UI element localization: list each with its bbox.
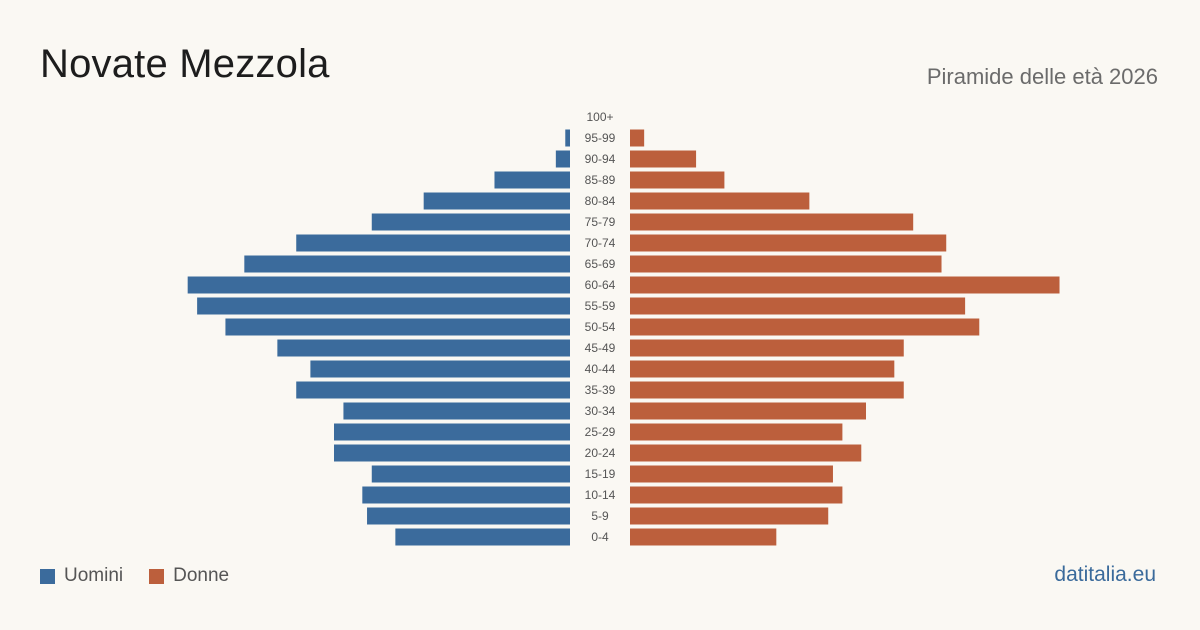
- bar-men-5-9: [367, 507, 570, 525]
- bar-women-30-34: [630, 402, 866, 420]
- bar-women-85-89: [630, 171, 725, 189]
- bar-women-40-44: [630, 360, 895, 378]
- age-label-70-74: 70-74: [585, 236, 616, 250]
- bar-women-25-29: [630, 423, 843, 441]
- bar-women-10-14: [630, 486, 843, 504]
- age-label-5-9: 5-9: [591, 509, 609, 523]
- bar-men-65-69: [244, 255, 570, 273]
- age-label-50-54: 50-54: [585, 320, 616, 334]
- bar-women-60-64: [630, 276, 1060, 294]
- bar-women-90-94: [630, 150, 697, 168]
- site-link[interactable]: datitalia.eu: [1054, 563, 1156, 586]
- bar-men-60-64: [187, 276, 570, 294]
- bar-men-80-84: [423, 192, 570, 210]
- bar-men-15-19: [371, 465, 570, 483]
- bar-men-40-44: [310, 360, 570, 378]
- age-label-25-29: 25-29: [585, 425, 616, 439]
- age-label-35-39: 35-39: [585, 383, 616, 397]
- bar-men-75-79: [371, 213, 570, 231]
- age-label-30-34: 30-34: [585, 404, 616, 418]
- bar-men-85-89: [494, 171, 570, 189]
- bar-men-45-49: [277, 339, 570, 357]
- age-label-65-69: 65-69: [585, 257, 616, 271]
- bar-men-25-29: [334, 423, 570, 441]
- bar-women-0-4: [630, 528, 777, 546]
- bar-men-10-14: [362, 486, 570, 504]
- bar-women-20-24: [630, 444, 862, 462]
- bar-women-35-39: [630, 381, 904, 399]
- legend-item-men: Uomini: [40, 565, 123, 587]
- age-label-40-44: 40-44: [585, 362, 616, 376]
- bar-women-80-84: [630, 192, 810, 210]
- bar-women-55-59: [630, 297, 966, 315]
- bar-women-75-79: [630, 213, 914, 231]
- legend-label-men: Uomini: [64, 565, 124, 586]
- bar-women-95-99: [630, 129, 645, 147]
- age-label-75-79: 75-79: [585, 215, 616, 229]
- legend-label-women: Donne: [173, 565, 230, 586]
- page-subtitle: Piramide delle età 2026: [926, 64, 1158, 89]
- bar-women-65-69: [630, 255, 942, 273]
- age-label-90-94: 90-94: [585, 152, 616, 166]
- bar-men-70-74: [296, 234, 570, 252]
- age-label-60-64: 60-64: [585, 278, 616, 292]
- bar-women-70-74: [630, 234, 947, 252]
- legend-swatch-men: [40, 568, 55, 584]
- page-title: Novate Mezzola: [40, 42, 330, 86]
- age-label-0-4: 0-4: [591, 530, 609, 544]
- age-label-20-24: 20-24: [585, 446, 616, 460]
- age-label-80-84: 80-84: [585, 194, 616, 208]
- bar-women-15-19: [630, 465, 833, 483]
- bar-women-5-9: [630, 507, 829, 525]
- bar-men-90-94: [555, 150, 570, 168]
- legend-item-women: Donne: [149, 565, 229, 587]
- age-label-95-99: 95-99: [585, 131, 616, 145]
- age-label-55-59: 55-59: [585, 299, 616, 313]
- age-label-45-49: 45-49: [585, 341, 616, 355]
- bar-men-50-54: [225, 318, 570, 336]
- age-label-100plus: 100+: [586, 110, 613, 124]
- chart-legend: Uomini Donne: [40, 565, 245, 587]
- legend-swatch-women: [149, 568, 165, 584]
- bar-men-20-24: [334, 444, 570, 462]
- bar-men-55-59: [197, 297, 570, 315]
- age-label-10-14: 10-14: [585, 488, 616, 502]
- age-label-85-89: 85-89: [585, 173, 616, 187]
- bar-women-50-54: [630, 318, 980, 336]
- bar-men-0-4: [395, 528, 570, 546]
- bar-women-45-49: [630, 339, 904, 357]
- bar-men-35-39: [296, 381, 570, 399]
- age-label-15-19: 15-19: [585, 467, 616, 481]
- bar-men-30-34: [343, 402, 570, 420]
- bar-men-95-99: [565, 129, 570, 147]
